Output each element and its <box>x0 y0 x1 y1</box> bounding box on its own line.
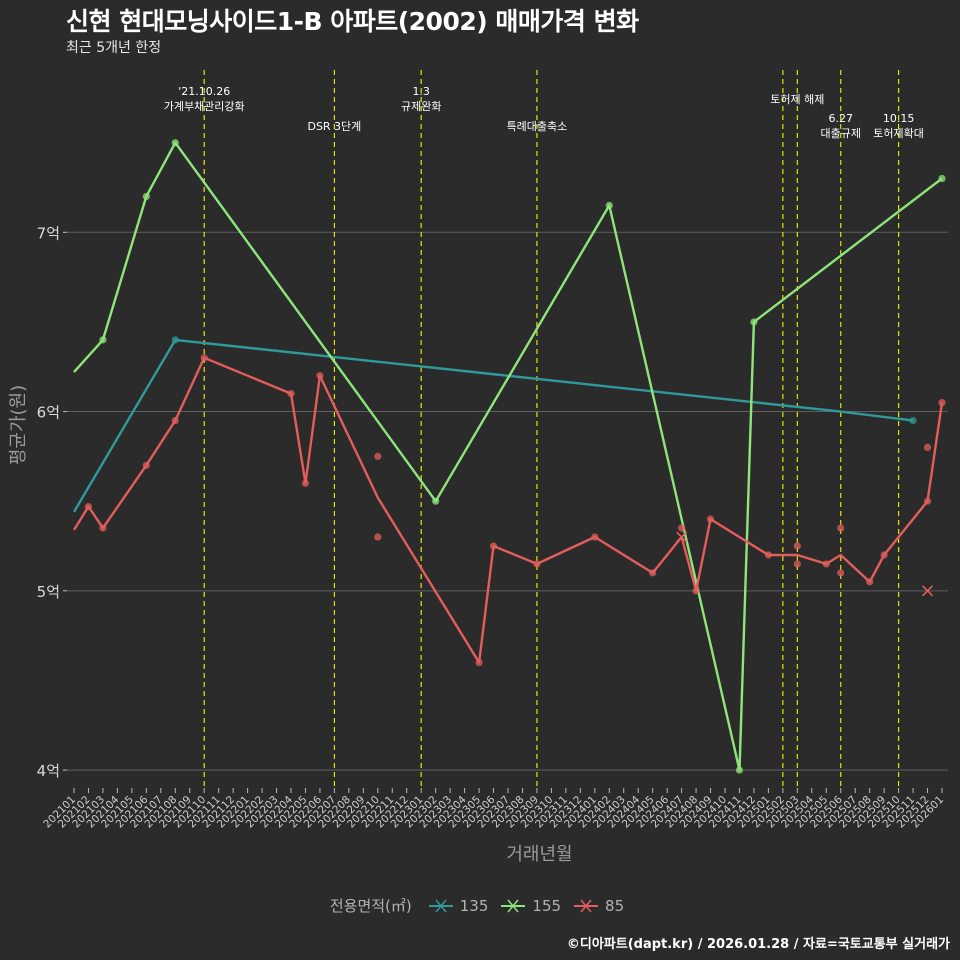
data-point-85 <box>793 542 801 550</box>
y-tick-label: 4억 <box>37 762 60 780</box>
legend-label-85: 85 <box>605 896 625 915</box>
event-label: 6.27 대출규제 <box>820 112 860 140</box>
data-point-155 <box>605 201 613 210</box>
legend-key-135-icon <box>428 899 453 912</box>
legend-label-155: 155 <box>532 896 562 915</box>
source-caption: ©디아파트(dapt.kr) / 2026.01.28 / 자료=국토교통부 실… <box>566 937 950 952</box>
data-point-155 <box>938 174 946 183</box>
y-tick-label: 7억 <box>37 224 60 242</box>
cancelled-mark-85 <box>921 585 934 597</box>
data-point-135 <box>171 336 179 344</box>
data-point-85 <box>837 524 845 532</box>
data-point-85 <box>84 502 93 511</box>
event-label: 1.3 규제완화 <box>401 85 441 113</box>
data-point-85 <box>142 461 150 469</box>
data-point-135 <box>909 416 917 425</box>
data-point-85 <box>880 551 888 559</box>
legend-key-155-icon <box>501 899 526 912</box>
legend-item-155: 155 <box>500 897 561 915</box>
data-point-85 <box>316 372 324 380</box>
legend-key-85-icon <box>574 899 599 912</box>
data-point-155 <box>171 139 179 147</box>
legend-item-85: 85 <box>573 897 624 915</box>
event-label: 10.15 토허제확대 <box>873 112 924 140</box>
legend: 전용면적(㎡) 135 155 85 <box>0 895 960 916</box>
chart-subtitle: 최근 5개년 한정 <box>66 40 162 56</box>
data-point-85 <box>301 479 310 487</box>
data-point-85 <box>533 560 541 568</box>
data-point-85 <box>99 524 107 532</box>
data-point-85 <box>171 416 179 425</box>
data-point-85 <box>923 443 932 452</box>
event-label: 특례대출축소 <box>507 120 568 133</box>
data-point-85 <box>822 560 830 568</box>
data-point-85 <box>374 533 382 541</box>
data-point-85 <box>374 452 382 460</box>
chart-title: 신현 현대모닝사이드1-B 아파트(2002) 매매가격 변화 <box>66 7 639 36</box>
y-axis-title: 평균가(원) <box>8 385 29 465</box>
cancelled-mark-85 <box>676 531 688 543</box>
data-point-85 <box>706 515 715 523</box>
x-axis-title: 거래년월 <box>506 844 572 865</box>
data-point-155 <box>142 192 150 201</box>
data-point-85 <box>837 569 845 577</box>
data-point-155 <box>432 497 440 505</box>
data-point-85 <box>591 533 599 541</box>
event-label: DSR 3단계 <box>307 120 361 133</box>
data-point-85 <box>764 551 773 559</box>
data-point-155 <box>99 336 107 344</box>
legend-title: 전용면적(㎡) <box>329 897 412 915</box>
y-tick-label: 6억 <box>37 404 60 422</box>
y-tick-label: 5억 <box>37 583 60 601</box>
data-point-85 <box>793 560 801 568</box>
event-label: '21.10.26 가계부채관리강화 <box>164 85 245 113</box>
data-point-85 <box>678 524 686 532</box>
event-label: 토허제 해제 <box>770 92 824 106</box>
series-line-85 <box>72 356 944 664</box>
data-point-85 <box>866 578 874 586</box>
data-point-155 <box>750 318 758 326</box>
data-point-85 <box>287 390 295 398</box>
data-point-85 <box>938 398 946 407</box>
data-point-85 <box>923 497 932 505</box>
legend-label-135: 135 <box>459 896 489 915</box>
data-point-85 <box>475 658 483 667</box>
data-point-85 <box>692 587 700 595</box>
data-point-85 <box>489 542 498 550</box>
legend-item-135: 135 <box>428 896 489 915</box>
data-point-85 <box>200 354 208 362</box>
data-point-85 <box>649 569 657 577</box>
data-point-155 <box>735 766 744 774</box>
